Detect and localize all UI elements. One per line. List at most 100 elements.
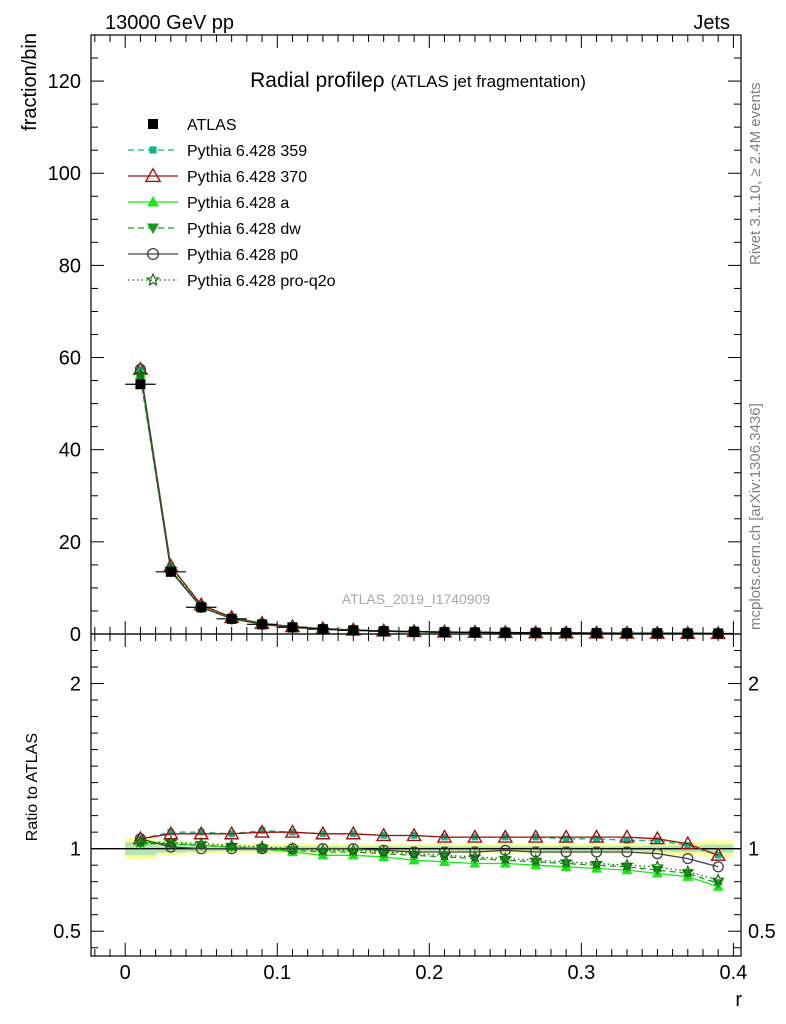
data-point [591, 628, 602, 639]
ratio-point-0 [562, 835, 570, 843]
ratio-point-1 [375, 827, 392, 842]
ratio-point-5 [711, 872, 725, 886]
mcplots-label: mcplots.cern.ch [arXiv:1306.3436] [747, 403, 764, 630]
ratio-point-4 [256, 843, 268, 855]
legend: ATLAS Pythia 6.428 359 Pythia 6.428 370 Pyt… [128, 117, 336, 290]
data-point [652, 628, 663, 639]
legend-label-3: Pythia 6.428 dw [187, 221, 301, 238]
ratio-point-4 [682, 852, 694, 865]
ratio-point-1 [315, 825, 331, 840]
y-tick-label: 80 [59, 255, 81, 277]
legend-label-4: Pythia 6.428 p0 [187, 247, 298, 264]
ratio-point-0 [258, 827, 266, 834]
ratio-point-1 [254, 824, 270, 838]
ratio-point-5 [255, 839, 269, 853]
legend-marker-4 [146, 247, 160, 261]
ratio-point-4 [530, 846, 542, 858]
ratio-panel: 0 0.1 0.2 0.3 0.40.5 0.51 12 2 [53, 633, 776, 984]
ratio-tick-label-right: 1 [748, 839, 759, 861]
data-point [287, 622, 298, 633]
ratio-point-4 [621, 846, 633, 858]
x-axis-label: r [735, 989, 742, 1011]
legend-marker-5 [145, 272, 161, 287]
data-point [317, 624, 328, 635]
legend-marker-2 [147, 196, 159, 207]
ratio-tick-label: 1 [70, 839, 81, 861]
ratio-point-1 [619, 829, 635, 843]
data-point [561, 627, 572, 638]
data-point [621, 628, 632, 639]
ratio-point-5 [316, 843, 330, 857]
data-point [530, 627, 541, 638]
series-point-4 [134, 363, 147, 375]
ratio-point-1 [558, 829, 574, 843]
ratio-point-1 [679, 835, 696, 850]
ratio-point-1 [497, 829, 514, 843]
data-point [135, 379, 146, 390]
y-tick-label: 120 [48, 71, 81, 93]
series-point-5 [133, 367, 148, 380]
ratio-point-5 [498, 851, 513, 865]
ratio-point-4 [438, 846, 451, 858]
legend-label-0: Pythia 6.428 359 [187, 143, 307, 160]
data-point [226, 613, 237, 624]
ratio-point-1 [710, 847, 726, 861]
ratio-line-3 [140, 843, 719, 884]
ratio-point-0 [197, 828, 205, 836]
ratio-point-5 [133, 835, 148, 848]
y-tick-label: 60 [59, 348, 81, 370]
ratio-point-1 [436, 829, 453, 843]
ratio-point-4 [651, 848, 663, 860]
ratio-point-5 [437, 848, 452, 861]
ratio-point-1 [527, 829, 544, 843]
y-tick-label: 40 [59, 440, 81, 462]
ratio-point-4 [469, 846, 481, 858]
legend-label-data: ATLAS [187, 117, 237, 134]
ratio-axis-label: Ratio to ATLAS [24, 733, 41, 841]
ratio-line-5 [140, 841, 719, 881]
ratio-point-5 [529, 853, 543, 866]
ratio-point-5 [346, 843, 360, 857]
watermark: ATLAS_2019_I1740909 [342, 591, 491, 607]
header-left: 13000 GeV pp [105, 12, 234, 34]
ratio-point-0 [167, 828, 175, 836]
header-right: Jets [693, 12, 730, 34]
ratio-point-4 [712, 861, 724, 873]
ratio-point-4 [195, 843, 207, 855]
ratio-tick-label: 0.5 [53, 921, 81, 943]
data-point [409, 626, 420, 637]
x-tick-label: 0.2 [415, 962, 443, 984]
ratio-point-1 [406, 827, 422, 842]
x-tick-label: 0.4 [719, 962, 747, 984]
ratio-point-0 [623, 837, 631, 844]
legend-marker-0 [149, 146, 157, 154]
ratio-point-4 [134, 833, 147, 845]
ratio-point-5 [224, 838, 239, 852]
ratio-line-1 [140, 831, 719, 856]
data-point [257, 619, 268, 630]
ratio-point-1 [588, 829, 605, 843]
ratio-point-5 [468, 849, 482, 863]
ratio-point-0 [684, 842, 692, 849]
legend-marker-1 [144, 167, 162, 183]
data-point [378, 626, 389, 637]
ratio-point-1 [649, 830, 666, 845]
ratio-tick-label-right: 0.5 [748, 921, 776, 943]
ratio-point-1 [345, 825, 362, 840]
data-point [469, 627, 480, 638]
legend-label-5: Pythia 6.428 pro-q2o [187, 273, 336, 290]
ratio-point-5 [407, 846, 421, 860]
y-tick-label: 100 [48, 163, 81, 185]
y-tick-label: 0 [70, 624, 81, 646]
chart-subtitle: (ATLAS jet fragmentation) [391, 72, 586, 91]
ratio-point-5 [620, 858, 634, 871]
ratio-point-0 [593, 835, 600, 843]
ratio-point-4 [226, 843, 238, 855]
ratio-tick-label-right: 2 [748, 674, 759, 696]
data-point [682, 628, 693, 639]
ratio-point-5 [377, 844, 391, 858]
ratio-point-5 [589, 856, 604, 870]
ratio-point-4 [165, 841, 177, 853]
legend-marker-data [148, 119, 158, 129]
